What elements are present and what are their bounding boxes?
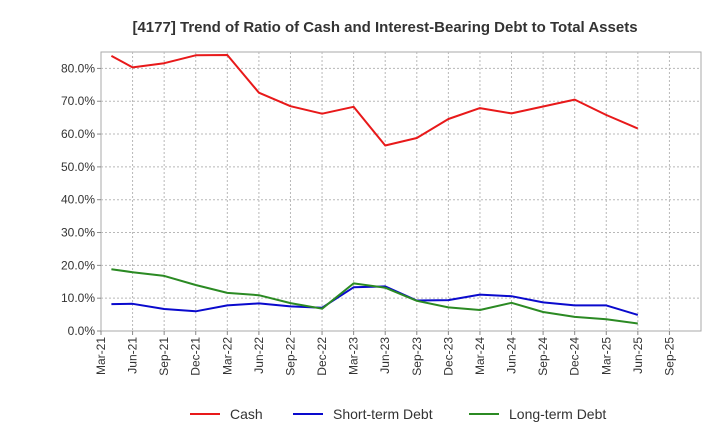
x-tick-label: Sep-25 (662, 337, 676, 376)
x-tick-label: Jun-25 (631, 337, 645, 374)
y-tick-label: 60.0% (61, 127, 95, 141)
y-tick-label: 40.0% (61, 193, 95, 207)
y-tick-label: 10.0% (61, 291, 95, 305)
y-tick-label: 70.0% (61, 94, 95, 108)
x-tick-label: Jun-21 (126, 337, 140, 374)
series-group (110, 54, 639, 325)
x-tick-label: Dec-23 (441, 337, 455, 376)
legend-label-cash: Cash (230, 406, 263, 422)
x-tick-label: Dec-22 (315, 337, 329, 376)
y-tick-label: 50.0% (61, 160, 95, 174)
y-axis: 0.0% 10.0% 20.0% 30.0% 40.0% 50.0% 60.0% 70.0% 8… (61, 61, 101, 338)
x-axis: Mar-21 Jun-21 Sep-21 Dec-21 Mar-22 Jun-22 Sep-… (94, 331, 676, 376)
x-tick-label: Jun-22 (252, 337, 266, 374)
x-tick-label: Mar-24 (473, 337, 487, 375)
x-tick-label: Mar-21 (94, 337, 108, 375)
x-tick-label: Mar-22 (220, 337, 234, 375)
series-line-cash (110, 54, 639, 147)
y-tick-label: 80.0% (61, 61, 95, 75)
x-tick-label: Jun-24 (505, 337, 519, 374)
legend-label-long-term-debt: Long-term Debt (509, 406, 606, 422)
legend: Cash Short-term Debt Long-term Debt (190, 406, 606, 422)
x-tick-label: Sep-21 (157, 337, 171, 376)
series-line-long-term-debt (111, 268, 638, 325)
legend-label-short-term-debt: Short-term Debt (333, 406, 433, 422)
x-tick-label: Jun-23 (378, 337, 392, 374)
plot-area (100, 51, 702, 332)
x-tick-label: Mar-23 (347, 337, 361, 375)
y-tick-label: 0.0% (68, 324, 96, 338)
x-tick-label: Dec-24 (568, 337, 582, 376)
x-tick-label: Mar-25 (599, 337, 613, 375)
x-tick-label: Dec-21 (189, 337, 203, 376)
y-tick-label: 20.0% (61, 258, 95, 272)
series-line-short-term-debt (111, 285, 639, 316)
y-tick-label: 30.0% (61, 226, 95, 240)
chart-title: [4177] Trend of Ratio of Cash and Intere… (132, 19, 637, 36)
x-tick-label: Sep-22 (283, 337, 297, 376)
x-tick-label: Sep-23 (410, 337, 424, 376)
grid (101, 52, 701, 331)
x-tick-label: Sep-24 (536, 337, 550, 376)
